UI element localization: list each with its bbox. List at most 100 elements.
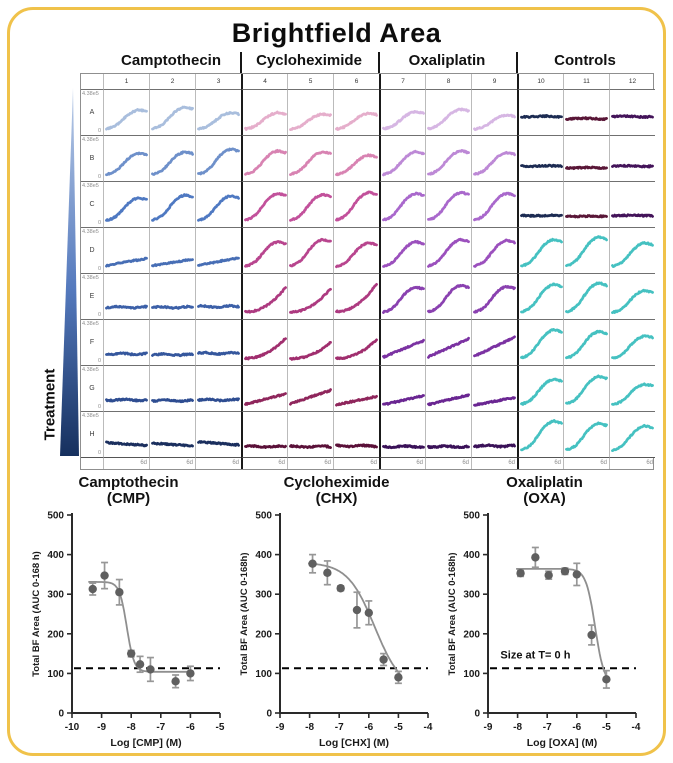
dose-title-abbrev: (OXA) [523,490,566,507]
well-cell-A7 [379,89,425,135]
plate-row-label-A: 4.38e5 A 0 [81,89,103,134]
well-cell-E8 [425,273,471,319]
plate-row-E: 4.38e5 E 0 [81,273,655,319]
plate-x-axis-label: 6d [379,457,425,469]
plate-x-axis-label: 6d [195,457,241,469]
well-cell-D10 [517,227,563,273]
figure-frame: Brightfield Area Camptothecin Cyclohexim… [7,7,666,756]
well-cell-E3 [195,273,241,319]
svg-text:200: 200 [255,629,272,640]
svg-text:300: 300 [47,590,64,601]
plate-row-label-B: 4.38e5 B 0 [81,135,103,180]
svg-text:-8: -8 [126,722,135,733]
dose-plot-chx: Cycloheximide (CHX) 0 100 200 300 400 500 -9 -8… [234,473,440,753]
well-cell-E1 [103,273,149,319]
well-cell-A9 [471,89,517,135]
well-cell-D4 [241,227,287,273]
plate-x-axis-label: 6d [149,457,195,469]
dose-plot-title-oxa: Oxaliplatin (OXA) [442,475,648,507]
well-cell-E2 [149,273,195,319]
svg-text:-6: -6 [185,722,194,733]
dose-plot-oxa: Oxaliplatin (OXA) 0 100 200 300 400 500 -9 -8 -7… [442,473,648,753]
svg-text:Log [CHX] (M): Log [CHX] (M) [319,737,389,749]
plate-column-number: 12 [609,74,655,89]
well-cell-G5 [287,365,333,411]
well-cell-A5 [287,89,333,135]
plate-column-number: 9 [471,74,517,89]
plate-x-axis-label: 6d [103,457,149,469]
plate-row-B: 4.38e5 B 0 [81,135,655,181]
well-cell-G1 [103,365,149,411]
plate-row-C: 4.38e5 C 0 [81,181,655,227]
treatment-axis-label: Treatment [41,368,59,441]
well-cell-G6 [333,365,379,411]
svg-text:300: 300 [255,590,272,601]
well-cell-E4 [241,273,287,319]
plate-x-axis-label: 6d [563,457,609,469]
group-divider [240,52,242,73]
well-cell-B1 [103,135,149,181]
well-cell-B8 [425,135,471,181]
well-cell-D6 [333,227,379,273]
well-cell-C11 [563,181,609,227]
well-cell-H12 [609,411,655,457]
svg-text:400: 400 [47,550,64,561]
svg-text:-9: -9 [275,722,284,733]
well-cell-D11 [563,227,609,273]
plate-column-number: 1 [103,74,149,89]
well-cell-F10 [517,319,563,365]
plate-column-number: 10 [517,74,563,89]
well-cell-D7 [379,227,425,273]
svg-text:-8: -8 [305,722,314,733]
well-cell-E7 [379,273,425,319]
well-cell-B9 [471,135,517,181]
well-cell-E5 [287,273,333,319]
dose-plot-title-chx: Cycloheximide (CHX) [234,475,440,507]
svg-text:500: 500 [255,511,272,522]
figure-title: Brightfield Area [231,18,442,48]
plate-row-H: 4.38e5 H 0 [81,411,655,457]
dose-title-drug: Cycloheximide [283,474,390,491]
dose-title-drug: Camptothecin [78,474,179,491]
group-header-controls: Controls [554,52,616,69]
well-cell-H5 [287,411,333,457]
well-cell-C4 [241,181,287,227]
plate-column-number: 5 [287,74,333,89]
plate-x-axis-label: 6d [517,457,563,469]
well-cell-C2 [149,181,195,227]
well-cell-C9 [471,181,517,227]
well-cell-E10 [517,273,563,319]
svg-text:-9: -9 [483,722,492,733]
well-cell-G3 [195,365,241,411]
svg-text:-7: -7 [156,722,165,733]
well-cell-A8 [425,89,471,135]
well-cell-F6 [333,319,379,365]
group-header-camptothecin: Camptothecin [120,52,221,69]
well-cell-F8 [425,319,471,365]
well-cell-H10 [517,411,563,457]
well-cell-C3 [195,181,241,227]
group-header-cycloheximide: Cycloheximide [256,52,362,69]
well-cell-H2 [149,411,195,457]
dose-plot-svg-chx: 0 100 200 300 400 500 -9 -8 -7 -6 -5 -4 Log [CHX] (M… [239,511,433,750]
dose-title-abbrev: (CHX) [315,490,358,507]
well-cell-G9 [471,365,517,411]
well-cell-B12 [609,135,655,181]
well-cell-A3 [195,89,241,135]
svg-text:-5: -5 [393,722,402,733]
group-header-oxaliplatin: Oxaliplatin [408,52,486,69]
well-cell-B2 [149,135,195,181]
well-cell-E11 [563,273,609,319]
plate-row-A: 4.38e5 A 0 [81,89,655,135]
svg-text:0: 0 [266,709,272,720]
well-cell-D2 [149,227,195,273]
svg-text:0: 0 [58,709,64,720]
svg-text:-9: -9 [97,722,106,733]
well-cell-G7 [379,365,425,411]
well-cell-C6 [333,181,379,227]
svg-text:-8: -8 [513,722,522,733]
well-cell-C8 [425,181,471,227]
svg-text:500: 500 [47,511,64,522]
well-cell-G4 [241,365,287,411]
plate-column-number: 8 [425,74,471,89]
